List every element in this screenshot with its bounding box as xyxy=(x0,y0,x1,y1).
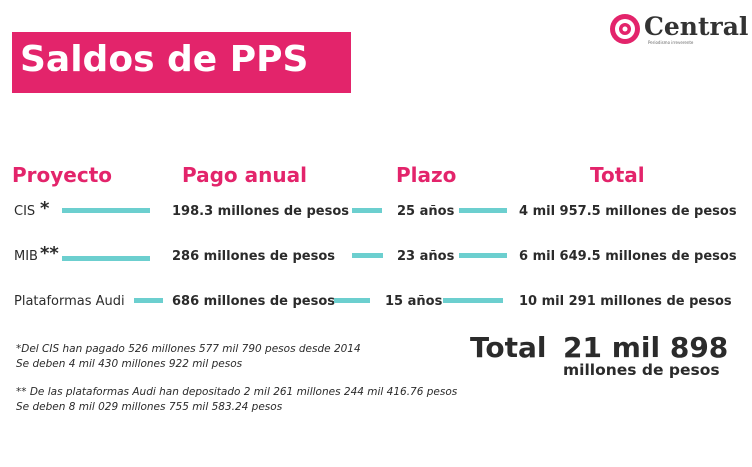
header-cell: Plazo xyxy=(396,163,457,187)
summary-label: Total xyxy=(470,331,547,364)
logo: Central xyxy=(644,12,749,41)
note: Se deben 8 mil 029 millones 755 mil 583.… xyxy=(16,401,283,413)
total: 4 mil 957.5 millones de pesos xyxy=(519,204,737,219)
payment: 198.3 millones de pesos xyxy=(172,204,350,219)
connector xyxy=(134,298,163,303)
header-cell: Total xyxy=(590,163,645,187)
logo-icon xyxy=(610,14,640,44)
connector xyxy=(62,208,150,213)
total: 10 mil 291 millones de pesos xyxy=(519,294,732,309)
project: CIS xyxy=(14,204,36,219)
title-box xyxy=(12,32,351,93)
title: Saldos de PPS xyxy=(20,39,309,80)
note-mark: ** xyxy=(40,243,59,264)
note: ** De las plataformas Audi han depositad… xyxy=(16,386,458,398)
connector xyxy=(459,208,507,213)
connector xyxy=(334,298,370,303)
payment: 686 millones de pesos xyxy=(172,294,336,309)
term: 15 años xyxy=(385,294,443,309)
header-cell: Pago anual xyxy=(182,163,307,187)
note: *Del CIS han pagado 526 millones 577 mil… xyxy=(16,343,361,355)
payment: 286 millones de pesos xyxy=(172,249,336,264)
summary-amount: 21 mil 898 xyxy=(563,331,729,364)
header-cell: Proyecto xyxy=(12,163,113,187)
logo-tagline: Periodismo irreverente xyxy=(648,40,694,45)
connector xyxy=(62,256,150,261)
note: Se deben 4 mil 430 millones 922 mil peso… xyxy=(16,358,243,370)
connector xyxy=(459,253,507,258)
summary-unit: millones de pesos xyxy=(563,361,720,379)
total: 6 mil 649.5 millones de pesos xyxy=(519,249,737,264)
term: 23 años xyxy=(397,249,455,264)
project: Plataformas Audi xyxy=(14,294,125,309)
note-mark: * xyxy=(40,198,50,219)
term: 25 años xyxy=(397,204,455,219)
connector xyxy=(443,298,503,303)
connector xyxy=(352,208,382,213)
connector xyxy=(352,253,383,258)
project: MIB xyxy=(14,249,38,264)
